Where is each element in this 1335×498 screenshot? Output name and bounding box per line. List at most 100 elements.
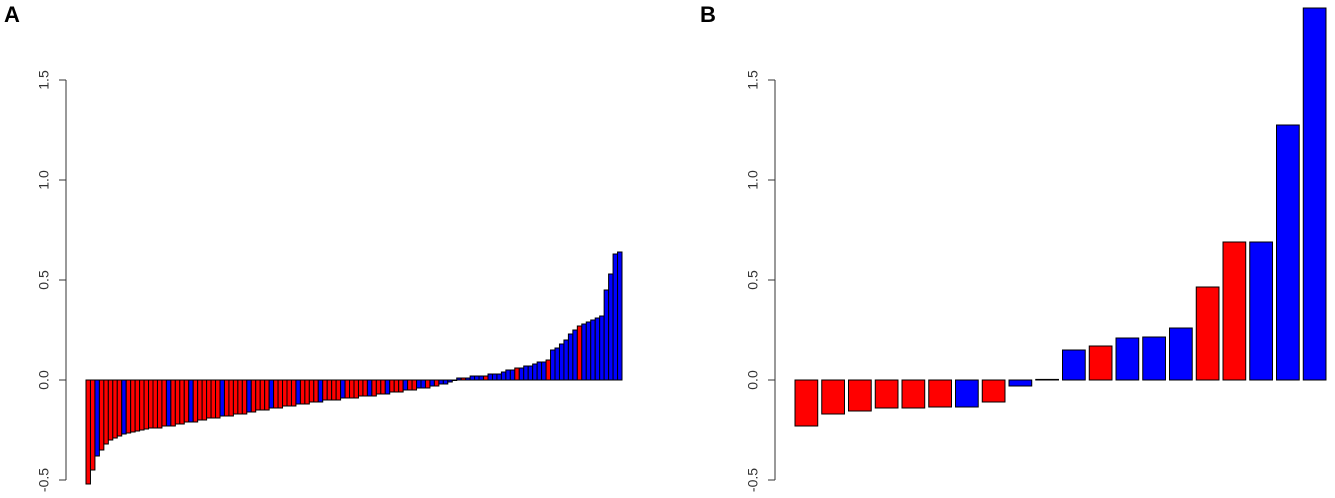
bar bbox=[393, 379, 400, 393]
bar bbox=[848, 379, 872, 412]
bar bbox=[505, 369, 511, 381]
bar bbox=[85, 379, 91, 485]
bar bbox=[313, 379, 319, 403]
bar bbox=[955, 379, 979, 408]
bar bbox=[192, 379, 199, 423]
bar bbox=[344, 379, 351, 399]
bar bbox=[928, 379, 952, 408]
bar bbox=[116, 379, 123, 437]
bar bbox=[112, 379, 118, 439]
bar bbox=[326, 379, 333, 401]
bar bbox=[1062, 349, 1086, 381]
bar bbox=[603, 289, 610, 381]
bar bbox=[179, 379, 185, 425]
bar bbox=[500, 371, 507, 381]
bar bbox=[375, 379, 382, 395]
y-tick-label: 0.5 bbox=[745, 270, 761, 290]
bar bbox=[237, 379, 243, 415]
bar bbox=[424, 379, 431, 389]
bar bbox=[541, 361, 547, 381]
bar bbox=[371, 379, 377, 397]
bar bbox=[353, 379, 359, 399]
bar bbox=[156, 379, 163, 429]
bar bbox=[286, 379, 292, 407]
bar bbox=[608, 273, 614, 381]
bar bbox=[483, 375, 489, 381]
bar bbox=[581, 323, 587, 381]
bar bbox=[282, 379, 288, 407]
bar bbox=[152, 379, 158, 429]
bar bbox=[290, 379, 297, 407]
bar bbox=[357, 379, 364, 397]
bar bbox=[563, 339, 569, 381]
bar bbox=[398, 379, 404, 393]
bar bbox=[148, 379, 154, 429]
bar bbox=[590, 319, 596, 381]
bar bbox=[103, 379, 109, 445]
bar bbox=[317, 379, 324, 403]
bar bbox=[1088, 345, 1113, 381]
bar bbox=[460, 377, 467, 381]
bar bbox=[170, 379, 176, 427]
bar bbox=[366, 379, 373, 397]
bar bbox=[429, 379, 435, 387]
bar bbox=[210, 379, 217, 419]
bar bbox=[594, 317, 601, 381]
bar bbox=[89, 379, 96, 471]
bar bbox=[223, 379, 230, 417]
bar bbox=[1276, 124, 1300, 381]
bar bbox=[1195, 286, 1220, 381]
y-tick-label: 1.0 bbox=[36, 170, 52, 190]
panel-label: A bbox=[4, 2, 20, 27]
bar bbox=[384, 379, 391, 395]
bar bbox=[523, 365, 529, 381]
bar bbox=[241, 379, 248, 415]
bar bbox=[264, 379, 270, 411]
bar bbox=[465, 377, 471, 381]
y-tick-label: 1.5 bbox=[745, 70, 761, 90]
bar bbox=[299, 379, 306, 405]
y-tick-label: 1.0 bbox=[745, 170, 761, 190]
bar bbox=[411, 379, 418, 391]
bar bbox=[532, 363, 538, 381]
bar bbox=[901, 379, 926, 409]
bar bbox=[447, 379, 453, 383]
bar bbox=[514, 367, 520, 381]
bar bbox=[322, 379, 328, 401]
bar bbox=[273, 379, 279, 409]
bar bbox=[1222, 241, 1247, 381]
bar bbox=[219, 379, 225, 417]
bar bbox=[335, 379, 342, 401]
bar bbox=[567, 333, 574, 381]
bar bbox=[487, 373, 493, 381]
bar bbox=[478, 375, 485, 381]
y-tick-label: 0.0 bbox=[745, 370, 761, 390]
y-tick-label: -0.5 bbox=[745, 468, 761, 492]
bar bbox=[794, 379, 819, 427]
bar bbox=[308, 379, 315, 403]
bar bbox=[1302, 7, 1327, 381]
bar bbox=[416, 379, 422, 389]
y-tick-label: 0.5 bbox=[36, 270, 52, 290]
bar bbox=[125, 379, 132, 434]
bar bbox=[98, 379, 105, 451]
bar bbox=[612, 253, 619, 381]
bar bbox=[161, 379, 167, 427]
bar bbox=[545, 359, 552, 381]
bar bbox=[509, 369, 516, 381]
bar bbox=[232, 379, 239, 415]
bar bbox=[527, 365, 534, 381]
bar bbox=[491, 373, 498, 381]
bar bbox=[94, 379, 100, 457]
panel-label: B bbox=[700, 2, 716, 27]
bar bbox=[206, 379, 212, 419]
bar bbox=[874, 379, 899, 409]
bar bbox=[134, 379, 141, 432]
y-tick-label: -0.5 bbox=[36, 468, 52, 492]
bar bbox=[617, 251, 623, 381]
bar bbox=[139, 379, 145, 431]
bar bbox=[201, 379, 208, 421]
bar bbox=[451, 379, 458, 381]
bar bbox=[420, 379, 426, 389]
bar bbox=[442, 379, 449, 385]
